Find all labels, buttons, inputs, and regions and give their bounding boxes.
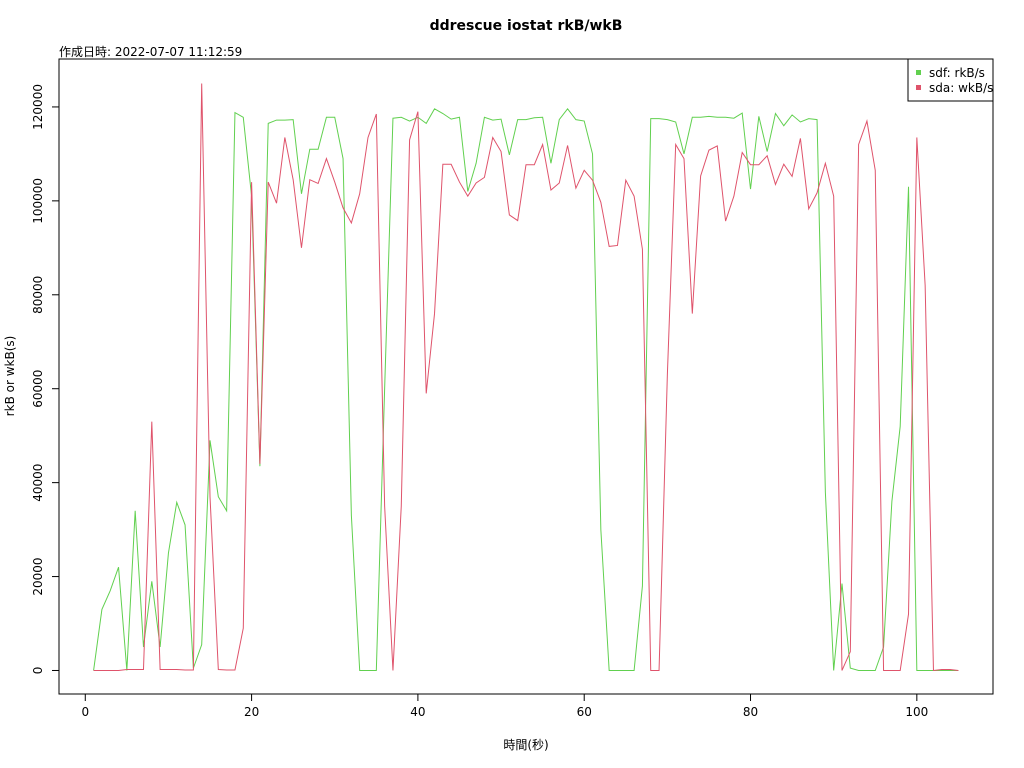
x-tick-label: 0: [81, 705, 89, 719]
y-tick-label: 120000: [31, 84, 45, 130]
y-tick-label: 20000: [31, 557, 45, 595]
y-tick-label: 60000: [31, 370, 45, 408]
legend-swatch: [916, 85, 921, 90]
y-tick-label: 40000: [31, 464, 45, 502]
y-tick-label: 0: [31, 667, 45, 675]
plot-frame: [58, 58, 994, 695]
x-tick-label: 40: [410, 705, 425, 719]
legend-label: sdf: rkB/s: [929, 66, 985, 80]
y-tick-label: 100000: [31, 178, 45, 224]
x-axis-label: 時間(秒): [503, 738, 548, 752]
legend-swatch: [916, 70, 921, 75]
series-line: [93, 107, 959, 671]
x-tick-label: 20: [244, 705, 259, 719]
y-axis-label: rkB or wkB(s): [3, 336, 17, 417]
x-tick-label: 60: [577, 705, 592, 719]
chart-title: ddrescue iostat rkB/wkB: [430, 18, 623, 34]
x-tick-label: 100: [905, 705, 928, 719]
legend-box: [907, 58, 994, 102]
x-tick-label: 80: [743, 705, 758, 719]
subtitle: 作成日時: 2022-07-07 11:12:59: [59, 45, 242, 59]
series-line: [93, 83, 959, 672]
y-tick-label: 80000: [31, 276, 45, 314]
legend-label: sda: wkB/s: [929, 81, 993, 95]
